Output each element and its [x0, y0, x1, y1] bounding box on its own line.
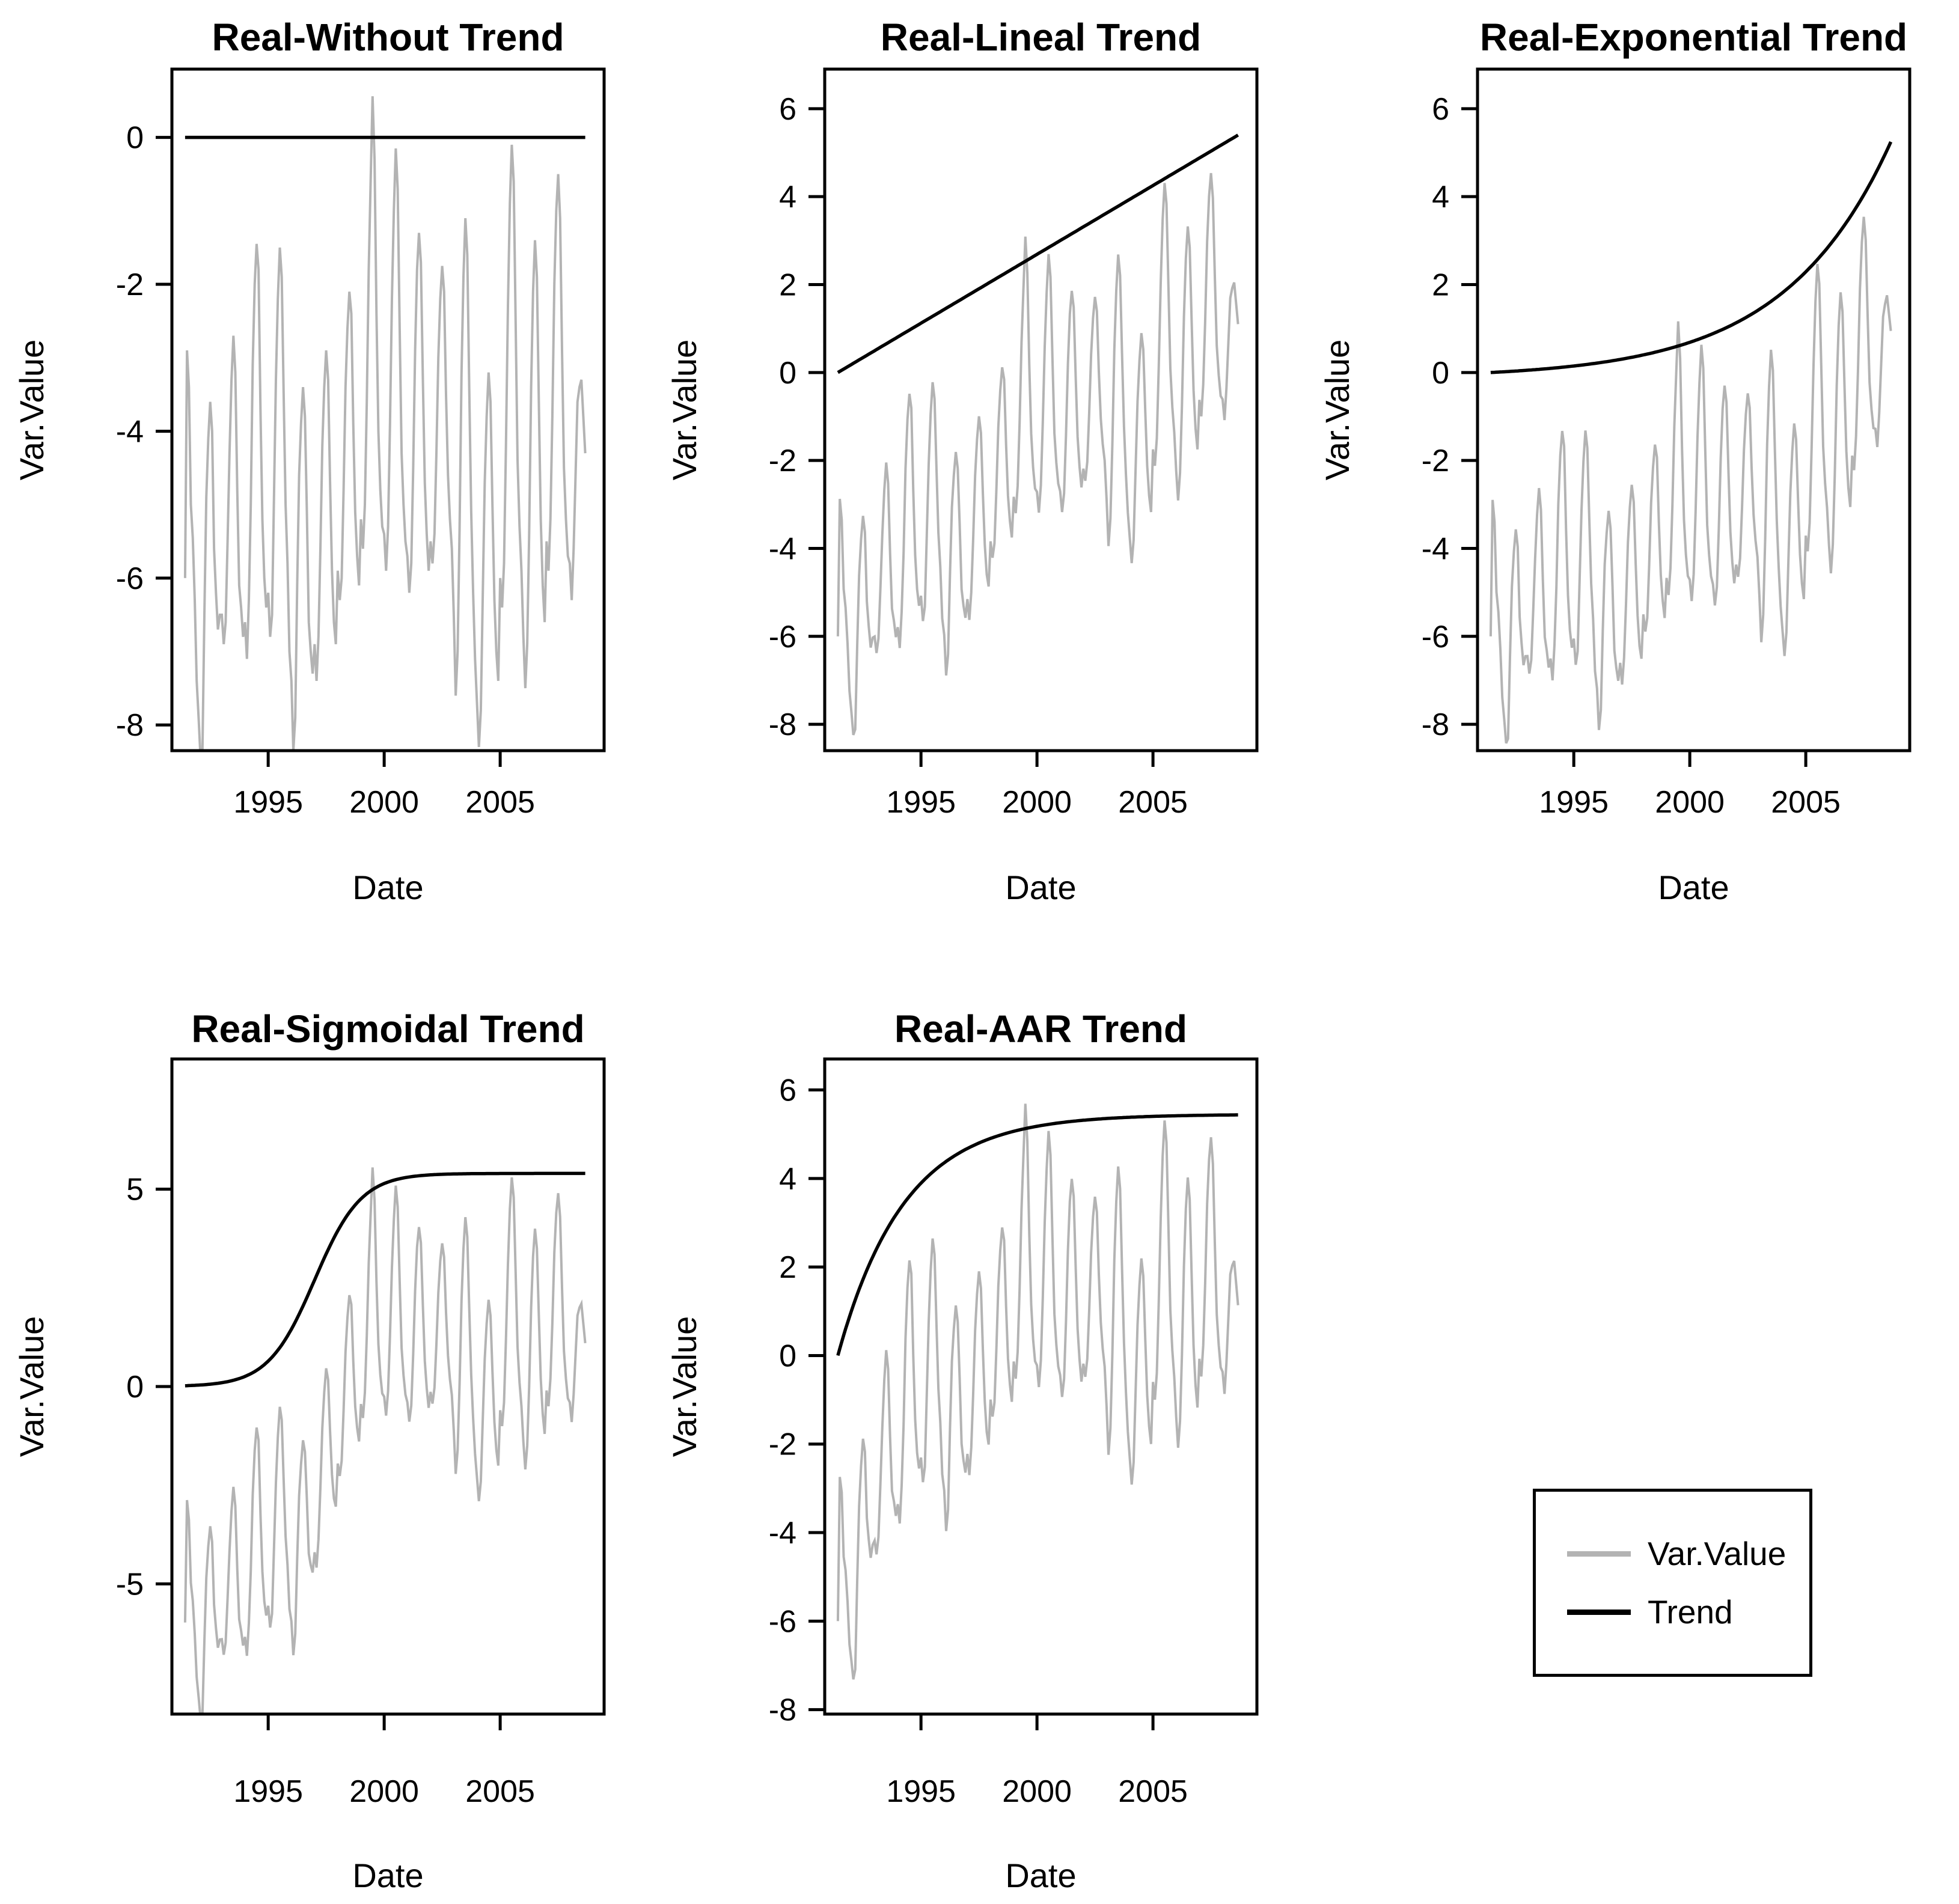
x-tick-label: 1995 — [1539, 785, 1609, 820]
varvalue-series-line — [1489, 216, 1892, 744]
y-tick-label: -2 — [116, 267, 144, 302]
trend-line — [836, 1113, 1238, 1356]
y-tick-label: -4 — [116, 414, 144, 449]
y-tick-label: 4 — [779, 180, 796, 215]
y-tick-label: -6 — [116, 561, 144, 596]
x-tick-label: 2000 — [349, 1774, 419, 1809]
trend-line — [185, 1171, 585, 1388]
legend: Var.Value Trend — [1533, 1489, 1812, 1677]
x-tick-label: 1995 — [233, 1774, 303, 1809]
x-axis-label: Date — [1005, 1857, 1076, 1894]
plot-frame — [823, 1057, 1259, 1716]
y-tick-label: -2 — [1422, 444, 1449, 478]
x-tick-label: 2000 — [1655, 785, 1725, 820]
y-axis-label: Var.Value — [665, 340, 703, 481]
y-tick-label: 0 — [1432, 356, 1449, 391]
y-axis-label: Var.Value — [665, 1316, 703, 1457]
x-tick-label: 1995 — [233, 785, 303, 820]
y-tick-label: 5 — [126, 1173, 144, 1207]
chart-svg-exponential: Real-Exponential Trend 6 4 2 0 -2 -4 -6 -8 1995 20… — [1318, 16, 1912, 906]
y-tick-label: 6 — [779, 92, 796, 127]
y-tick-label: 0 — [126, 121, 144, 156]
x-tick-label: 2000 — [349, 785, 419, 820]
y-tick-label: 2 — [779, 1250, 796, 1285]
chart-title-exponential: Real-Exponential Trend — [1480, 16, 1907, 59]
x-tick-label: 2000 — [1002, 785, 1072, 820]
chart-panel-real-lineal-trend: Real-Lineal Trend 6 4 2 0 -2 -4 -6 -8 1995 2000 200… — [653, 0, 1306, 954]
chart-title-sigmoidal: Real-Sigmoidal Trend — [191, 1007, 584, 1051]
y-tick-label: 4 — [779, 1162, 796, 1197]
y-tick-label: 6 — [779, 1073, 796, 1108]
chart-panel-real-exponential-trend: Real-Exponential Trend 6 4 2 0 -2 -4 -6 -8 1995 20… — [1306, 0, 1959, 954]
varvalue-series-line — [183, 96, 587, 751]
plot-frame — [1476, 67, 1912, 752]
trend-line — [837, 133, 1239, 374]
y-tick-label: -2 — [769, 444, 796, 478]
legend-row-trend: Trend — [1567, 1593, 1809, 1631]
x-tick-label: 2005 — [465, 785, 535, 820]
chart-panel-real-aar-trend: Real-AAR Trend 6 4 2 0 -2 -4 -6 -8 1995 2000 2005 Da… — [653, 954, 1306, 1904]
chart-title-lineal: Real-Lineal Trend — [881, 16, 1201, 59]
chart-panel-real-sigmoidal-trend: Real-Sigmoidal Trend 5 0 -5 1995 2000 2005 Date… — [0, 954, 653, 1904]
x-tick-label: 1995 — [886, 1774, 956, 1809]
y-axis-label: Var.Value — [13, 1316, 50, 1457]
y-tick-label: 2 — [1432, 267, 1449, 302]
y-tick-label: -8 — [1422, 707, 1449, 742]
legend-row-varvalue: Var.Value — [1567, 1537, 1809, 1570]
y-tick-label: -4 — [769, 531, 796, 566]
y-tick-label: -6 — [769, 620, 796, 654]
y-tick-label: -8 — [116, 708, 144, 743]
y-tick-label: 6 — [1432, 92, 1449, 127]
y-tick-label: -4 — [769, 1516, 796, 1551]
varvalue-series-line — [836, 172, 1239, 736]
x-tick-label: 2005 — [1118, 785, 1188, 820]
trend-line — [1490, 141, 1893, 374]
y-tick-label: -2 — [769, 1427, 796, 1462]
legend-label-varvalue: Var.Value — [1648, 1534, 1786, 1572]
chart-svg-lineal: Real-Lineal Trend 6 4 2 0 -2 -4 -6 -8 1995 2000 200… — [665, 16, 1259, 906]
chart-title-aar: Real-AAR Trend — [894, 1007, 1187, 1051]
plot-frame — [170, 1057, 606, 1716]
x-tick-label: 2005 — [1118, 1774, 1188, 1809]
trend-line-swatch — [1567, 1609, 1631, 1615]
x-tick-label: 2005 — [1771, 785, 1841, 820]
x-axis-label: Date — [1005, 868, 1076, 906]
y-tick-label: 0 — [126, 1370, 144, 1405]
legend-label-trend: Trend — [1648, 1593, 1733, 1631]
y-tick-label: -4 — [1422, 531, 1449, 566]
x-tick-label: 1995 — [886, 785, 956, 820]
y-tick-label: 0 — [779, 356, 796, 391]
y-tick-label: -6 — [1422, 620, 1449, 654]
chart-title-without: Real-Without Trend — [212, 16, 564, 59]
x-axis-label: Date — [352, 868, 423, 906]
y-tick-label: 2 — [779, 267, 796, 302]
varvalue-line-swatch — [1567, 1551, 1631, 1557]
chart-panel-real-without-trend: Real-Without Trend 0 -2 -4 -6 -8 1995 2000 2005 D… — [0, 0, 653, 954]
chart-svg-aar: Real-AAR Trend 6 4 2 0 -2 -4 -6 -8 1995 2000 2005 Da… — [665, 1007, 1259, 1894]
x-axis-label: Date — [352, 1857, 423, 1894]
y-tick-label: 0 — [779, 1338, 796, 1373]
x-axis-label: Date — [1658, 868, 1729, 906]
varvalue-series-line — [183, 1167, 587, 1714]
chart-svg-sigmoidal: Real-Sigmoidal Trend 5 0 -5 1995 2000 2005 Date… — [13, 1007, 606, 1894]
y-tick-label: -5 — [116, 1567, 144, 1602]
x-tick-label: 2000 — [1002, 1774, 1072, 1809]
y-axis-label: Var.Value — [1318, 340, 1356, 481]
plot-frame — [823, 67, 1259, 752]
y-axis-label: Var.Value — [13, 340, 50, 481]
varvalue-series-line — [836, 1103, 1239, 1680]
y-tick-label: -6 — [769, 1604, 796, 1639]
plot-frame — [170, 67, 606, 752]
y-tick-label: 4 — [1432, 180, 1449, 215]
x-tick-label: 2005 — [465, 1774, 535, 1809]
y-tick-label: -8 — [769, 1693, 796, 1728]
chart-svg-without: Real-Without Trend 0 -2 -4 -6 -8 1995 2000 2005 D… — [13, 16, 606, 906]
y-tick-label: -8 — [769, 707, 796, 742]
